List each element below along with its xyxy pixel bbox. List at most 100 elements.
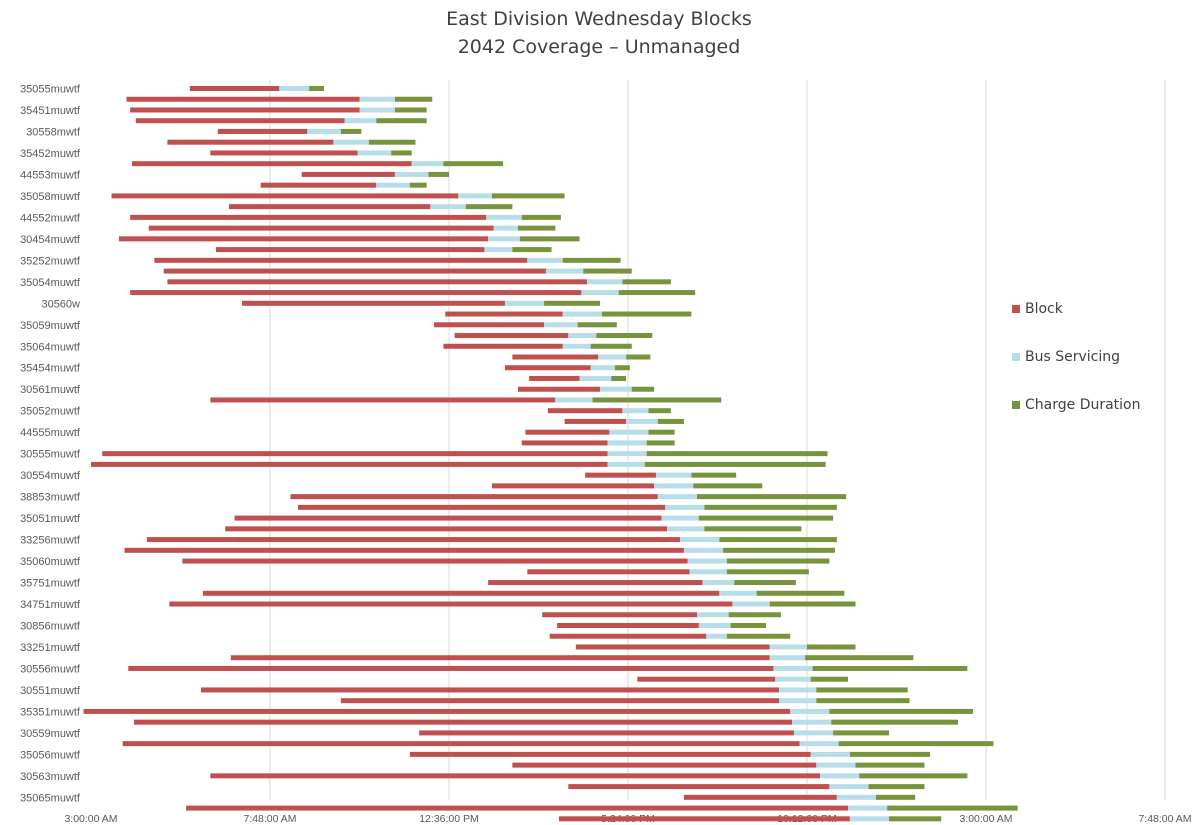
servicing-bar	[706, 633, 727, 639]
block-bar	[260, 182, 377, 188]
y-tick-label: 44553muwtf	[20, 169, 81, 181]
charge-bar	[622, 279, 671, 285]
block-bar	[234, 515, 662, 521]
block-bar	[491, 483, 655, 489]
legend-item-charge-duration: Charge Duration	[1012, 397, 1141, 413]
servicing-bar	[562, 311, 602, 317]
servicing-bar	[562, 343, 591, 349]
block-bar	[169, 601, 733, 607]
block-bar	[128, 665, 774, 671]
charge-bar	[728, 612, 781, 618]
block-bar	[683, 794, 837, 800]
block-bar	[575, 644, 770, 650]
charge-bar	[394, 107, 427, 113]
charge-bar	[562, 257, 621, 263]
block-bar	[454, 333, 569, 339]
block-bar	[512, 354, 599, 360]
x-tick-label: 3:00:00 AM	[959, 813, 1012, 825]
legend-item-block: Block	[1012, 301, 1063, 317]
servicing-bar	[307, 128, 341, 134]
charge-bar	[756, 590, 845, 596]
y-tick-label: 35064muwtf	[20, 341, 81, 353]
servicing-bar	[609, 429, 649, 435]
charge-bar	[855, 762, 925, 768]
servicing-bar	[598, 354, 627, 360]
block-bar	[564, 418, 627, 424]
servicing-bar	[484, 247, 513, 253]
servicing-bar	[667, 526, 705, 532]
block-bar	[542, 612, 697, 618]
block-bar	[549, 633, 707, 639]
y-tick-label: 35451muwtf	[20, 105, 81, 117]
charge-bar	[512, 247, 552, 253]
block-bar	[228, 204, 431, 210]
servicing-bar	[600, 386, 632, 392]
servicing-bar	[359, 107, 395, 113]
charge-bar	[719, 537, 837, 543]
charge-bar	[644, 461, 826, 467]
block-bar	[521, 440, 608, 446]
servicing-bar	[626, 418, 658, 424]
charge-bar	[648, 429, 675, 435]
block-bar	[186, 805, 849, 811]
block-bar	[167, 279, 587, 285]
block-bar	[122, 741, 800, 747]
charge-bar	[704, 504, 837, 510]
block-bar	[130, 290, 582, 296]
block-bar	[301, 171, 395, 177]
block-bar	[118, 236, 489, 242]
charge-bar	[611, 375, 627, 381]
block-bar	[340, 698, 780, 704]
servicing-bar	[394, 171, 429, 177]
charge-bar	[601, 311, 692, 317]
charge-bar	[340, 128, 362, 134]
servicing-bar	[581, 290, 619, 296]
legend-swatch-block	[1012, 305, 1020, 313]
charge-bar	[309, 86, 325, 91]
block-bar	[167, 139, 334, 145]
charge-bar	[590, 343, 632, 349]
block-bar	[637, 676, 776, 682]
y-tick-label: 35065muwtf	[20, 792, 81, 804]
servicing-bar	[607, 440, 647, 446]
charge-bar	[517, 225, 556, 231]
block-bar	[568, 784, 830, 790]
servicing-bar	[586, 279, 623, 285]
servicing-bar	[769, 655, 806, 661]
y-tick-label: 35452muwtf	[20, 148, 81, 160]
block-bar	[210, 150, 358, 156]
servicing-bar	[792, 719, 832, 725]
block-bar	[585, 472, 656, 478]
y-tick-label: 35054muwtf	[20, 277, 81, 289]
servicing-bar	[779, 687, 817, 693]
servicing-bar	[527, 257, 563, 263]
servicing-bar	[279, 86, 310, 91]
legend-swatch-charge-duration	[1012, 401, 1020, 409]
servicing-bar	[545, 268, 584, 274]
servicing-bar	[849, 816, 890, 822]
charge-bar	[409, 182, 427, 188]
y-tick-label: 44555muwtf	[20, 427, 81, 439]
servicing-bar	[607, 451, 647, 457]
charge-bar	[631, 386, 655, 392]
charge-bar	[691, 472, 737, 478]
y-tick-label: 33256muwtf	[20, 535, 81, 547]
servicing-bar	[665, 504, 705, 510]
charge-bar	[726, 558, 830, 564]
block-bar	[130, 107, 360, 113]
y-tick-label: 35056muwtf	[20, 749, 81, 761]
charge-bar	[648, 408, 671, 414]
charge-bar	[696, 494, 847, 500]
servicing-bar	[829, 784, 869, 790]
y-tick-label: 30551muwtf	[20, 685, 81, 697]
servicing-bar	[411, 161, 444, 167]
block-bar	[419, 730, 794, 736]
block-bar	[132, 161, 412, 167]
servicing-bar	[702, 580, 735, 586]
charge-bar	[491, 193, 565, 199]
block-bar	[547, 408, 623, 414]
block-bar	[154, 257, 528, 263]
block-bar	[225, 526, 668, 532]
block-bar	[230, 655, 770, 661]
servicing-bar	[504, 300, 545, 306]
